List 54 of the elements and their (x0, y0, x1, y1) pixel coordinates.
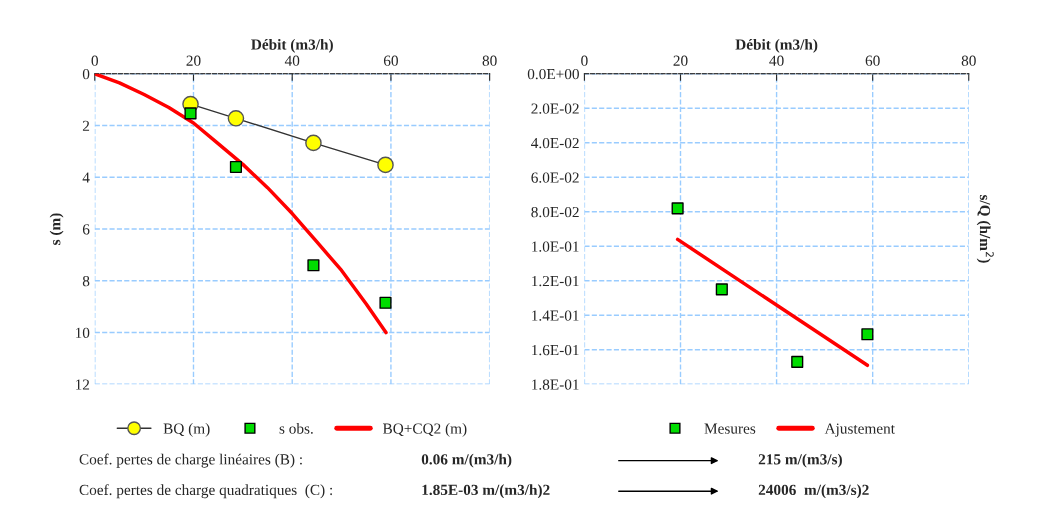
legend-label: BQ+CQ2 (m) (382, 422, 467, 437)
x-tick-label: 0 (91, 55, 99, 66)
y-tick-label: 4.0E-02 (531, 137, 579, 149)
y-tick-label: 6.0E-02 (531, 172, 579, 183)
text: Coef. pertes de charge quadratiques (C) : (79, 484, 332, 499)
point (379, 296, 392, 309)
text: 24006 m/(m3/s)2 (758, 484, 869, 499)
y-tick-label: 10 (75, 327, 90, 338)
point (377, 156, 394, 174)
legend-label: s obs. (279, 422, 313, 434)
x-axis-title: Débit (m3/h) (735, 38, 818, 53)
y-tick-label: 0.0E+00 (527, 68, 579, 80)
point (305, 134, 322, 152)
x-tick-label: 60 (383, 55, 398, 66)
y-tick-label: 1.2E-01 (532, 275, 579, 287)
y-tick-label: 1.6E-01 (532, 344, 579, 356)
x-tick-label: 20 (186, 55, 201, 66)
legend-label: Mesures (704, 423, 756, 434)
x-tick-label: 20 (673, 55, 688, 66)
text: Coef. pertes de charge linéaires (B) : (79, 453, 302, 468)
point (184, 107, 197, 120)
y-tick-label: 2.0E-02 (531, 103, 579, 114)
point (307, 259, 320, 272)
point (715, 283, 728, 296)
x-tick-label: 40 (284, 55, 300, 66)
legend-label: Ajustement (824, 423, 895, 437)
x-tick-label: 0 (581, 55, 588, 66)
point (229, 160, 243, 174)
text: 215 m/(m3/s) (758, 453, 842, 468)
x-tick-label: 60 (865, 55, 880, 66)
point (227, 110, 245, 127)
x-tick-label: 80 (961, 55, 976, 66)
x-axis-title: Débit (m3/h) (251, 38, 333, 53)
x-tick-label: 40 (769, 55, 784, 66)
y-tick-label: 4 (82, 172, 90, 183)
y-tick-label: 6 (82, 224, 90, 235)
y-tick-label: 2 (82, 120, 90, 131)
y-tick-label: 12 (75, 379, 90, 390)
y-tick-label: 1.4E-01 (532, 310, 579, 321)
point (671, 202, 684, 215)
point (791, 355, 804, 368)
y-tick-label: 1.8E-01 (532, 379, 579, 390)
x-tick-label: 80 (482, 55, 497, 66)
point (861, 328, 874, 341)
text: 1.85E-03 m/(m3/h)2 (422, 484, 550, 499)
text: 0.06 m/(m3/h) (421, 453, 512, 468)
y-axis-title: s/Q (h/m$^{2}$) (976, 194, 994, 263)
y-axis-title: s (m) (49, 213, 64, 245)
y-tick-label: 8 (82, 275, 90, 287)
y-tick-label: 8.0E-02 (531, 206, 579, 218)
y-tick-label: 0 (82, 68, 90, 80)
line-series (94, 73, 388, 335)
legend-label: BQ (m) (163, 422, 210, 437)
y-tick-label: 1.0E-01 (532, 241, 579, 252)
